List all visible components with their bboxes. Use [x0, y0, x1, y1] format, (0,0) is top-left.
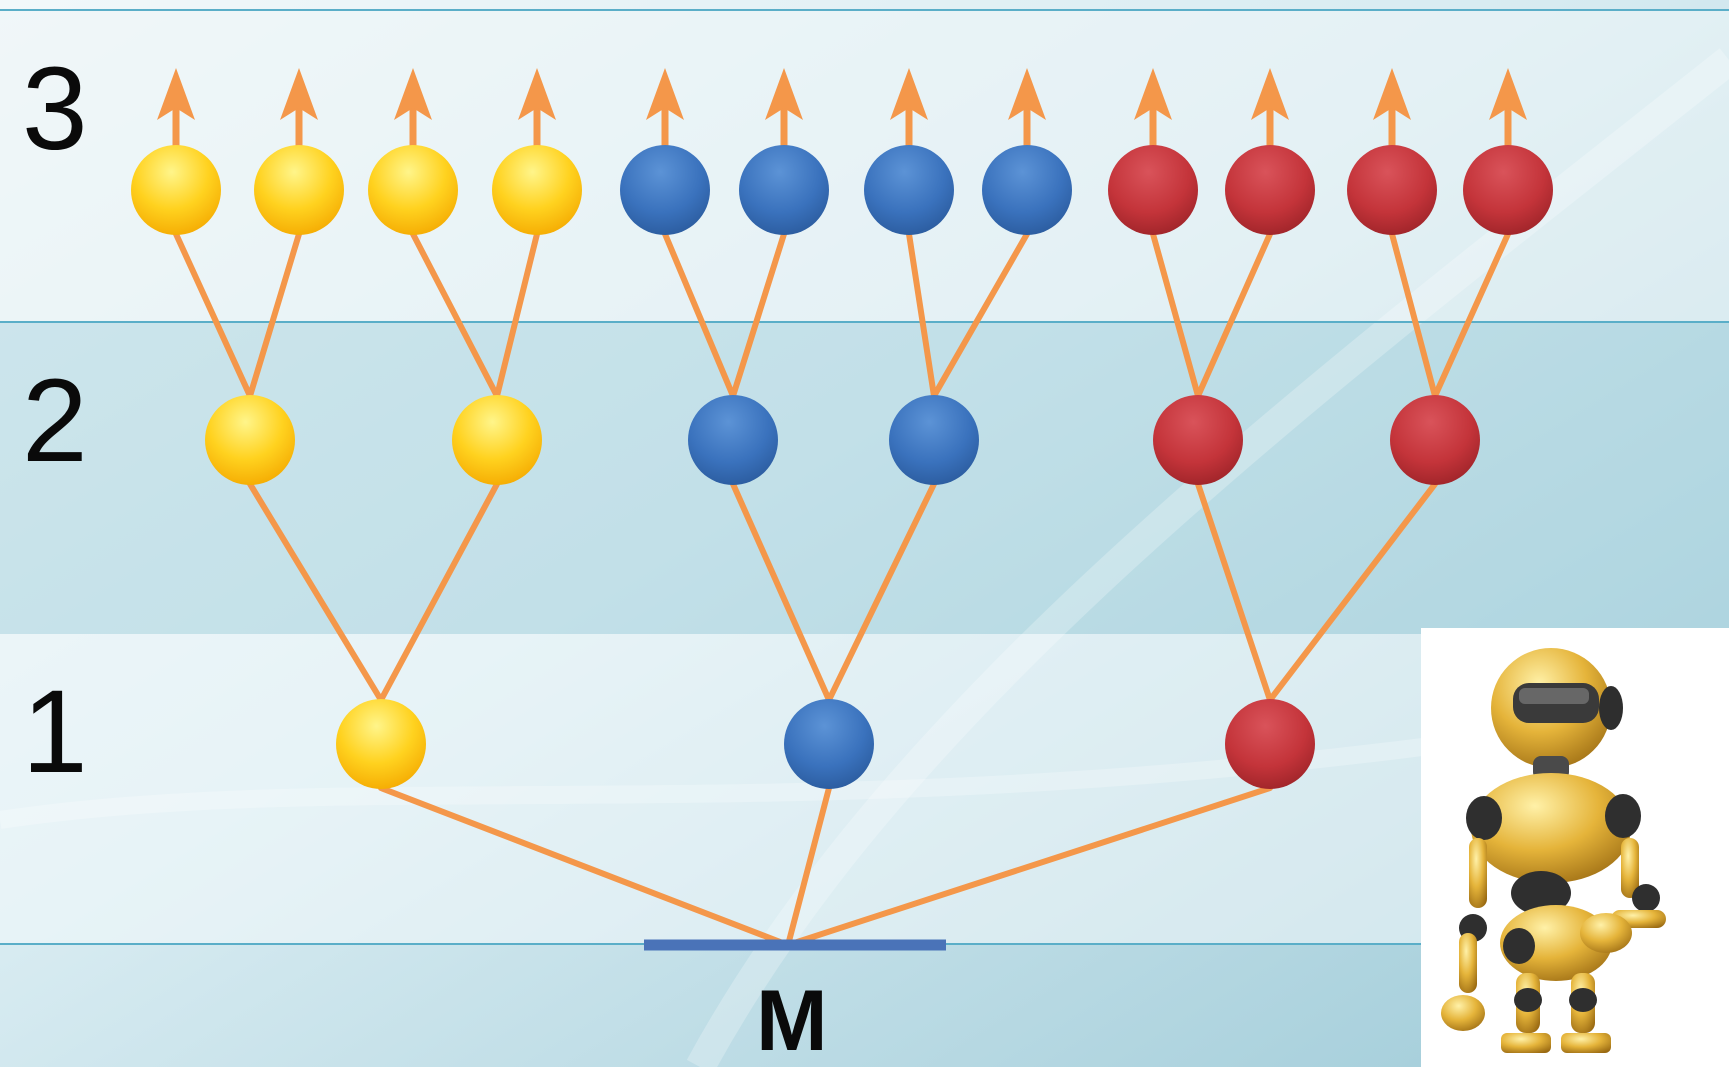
light-streak [0, 691, 1729, 829]
edge-red-level2-to-level3 [1195, 231, 1273, 399]
robot-illustration [1421, 628, 1729, 1067]
blue-growth-arrow [765, 68, 803, 150]
edge-blue-level2-to-level3 [662, 231, 736, 399]
edge-yellow-level2-to-level3 [494, 231, 540, 399]
edge-yellow-level1-to-level2 [247, 481, 384, 703]
edge-red-level2-to-level3 [1389, 231, 1438, 399]
edge-red-level1-to-level2 [1267, 481, 1438, 703]
blue-node-level3 [620, 145, 710, 235]
red-growth-arrow [1251, 68, 1289, 150]
level-label-1: 1 [22, 666, 88, 798]
edge-yellow-level1-to-level2 [378, 481, 500, 703]
edge-yellow-level2-to-level3 [410, 231, 500, 399]
yellow-node-level2 [205, 395, 295, 485]
edge-root-to-yellow-level1 [378, 785, 791, 948]
blue-growth-arrow [646, 68, 684, 150]
red-growth-arrow [1134, 68, 1172, 150]
red-node-level3 [1463, 145, 1553, 235]
blue-node-level3 [864, 145, 954, 235]
blue-growth-arrow [1008, 68, 1046, 150]
edge-blue-level2-to-level3 [931, 231, 1030, 399]
yellow-node-level3 [492, 145, 582, 235]
yellow-node-level3 [254, 145, 344, 235]
yellow-growth-arrow [157, 68, 195, 150]
yellow-node-level3 [131, 145, 221, 235]
red-node-level2 [1390, 395, 1480, 485]
red-node-level2 [1153, 395, 1243, 485]
edge-blue-level1-to-level2 [826, 481, 937, 703]
red-node-level3 [1225, 145, 1315, 235]
blue-node-level3 [739, 145, 829, 235]
red-node-level3 [1108, 145, 1198, 235]
edge-yellow-level2-to-level3 [247, 231, 302, 399]
red-node-level1 [1225, 699, 1315, 789]
edge-red-level1-to-level2 [1195, 481, 1273, 703]
yellow-growth-arrow [518, 68, 556, 150]
edge-blue-level2-to-level3 [730, 231, 787, 399]
yellow-node-level1 [336, 699, 426, 789]
branch-edges [173, 231, 1511, 948]
blue-node-level2 [889, 395, 979, 485]
edge-blue-level2-to-level3 [906, 231, 937, 399]
origin-label: M [756, 973, 828, 1069]
growth-arrows [157, 68, 1527, 150]
blue-node-level3 [982, 145, 1072, 235]
tree-nodes [131, 145, 1553, 789]
edge-yellow-level2-to-level3 [173, 231, 253, 399]
red-growth-arrow [1373, 68, 1411, 150]
blue-growth-arrow [890, 68, 928, 150]
robot-figure [1441, 648, 1666, 1053]
red-node-level3 [1347, 145, 1437, 235]
edge-red-level2-to-level3 [1150, 231, 1201, 399]
edge-root-to-blue-level1 [785, 785, 832, 948]
edge-root-to-red-level1 [785, 785, 1273, 948]
yellow-growth-arrow [394, 68, 432, 150]
edge-blue-level1-to-level2 [730, 481, 832, 703]
level-label-3: 3 [22, 43, 88, 175]
blue-node-level2 [688, 395, 778, 485]
edge-red-level2-to-level3 [1432, 231, 1511, 399]
yellow-growth-arrow [280, 68, 318, 150]
level-label-2: 2 [22, 355, 88, 487]
yellow-node-level3 [368, 145, 458, 235]
blue-node-level1 [784, 699, 874, 789]
red-growth-arrow [1489, 68, 1527, 150]
yellow-node-level2 [452, 395, 542, 485]
